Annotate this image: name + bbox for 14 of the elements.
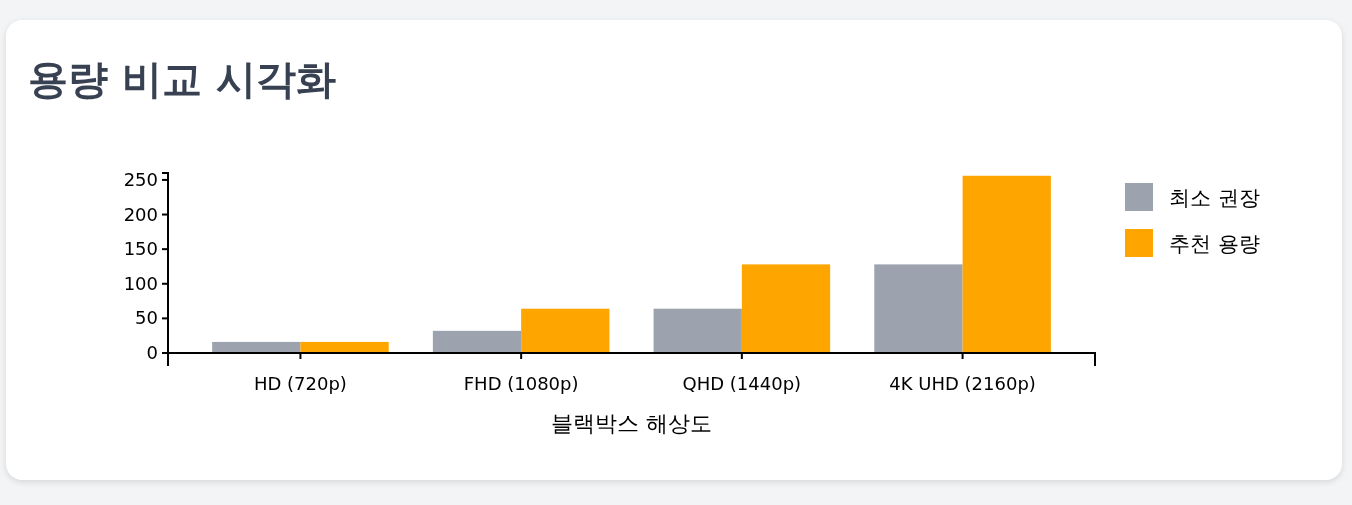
y-tick-label: 100 [123, 272, 158, 294]
x-axis-title: 블랙박스 해상도 [551, 411, 712, 436]
chart-title: 용량 비교 시각화 [28, 55, 336, 104]
x-tick-label: HD (720p) [253, 373, 347, 394]
y-tick-label: 0 [146, 342, 158, 363]
legend-label: 최소 권장 [1169, 186, 1260, 210]
x-tick-label: FHD (1080p) [463, 373, 579, 394]
y-tick-label: 200 [123, 203, 158, 225]
y-tick-label: 50 [135, 307, 158, 329]
x-tick-label: 4K UHD (2160p) [889, 373, 1036, 394]
x-tick-label: QHD (1440p) [682, 373, 802, 394]
legend-label: 추천 용량 [1169, 232, 1260, 256]
y-tick-label: 250 [123, 168, 158, 190]
y-tick-label: 150 [123, 238, 158, 260]
